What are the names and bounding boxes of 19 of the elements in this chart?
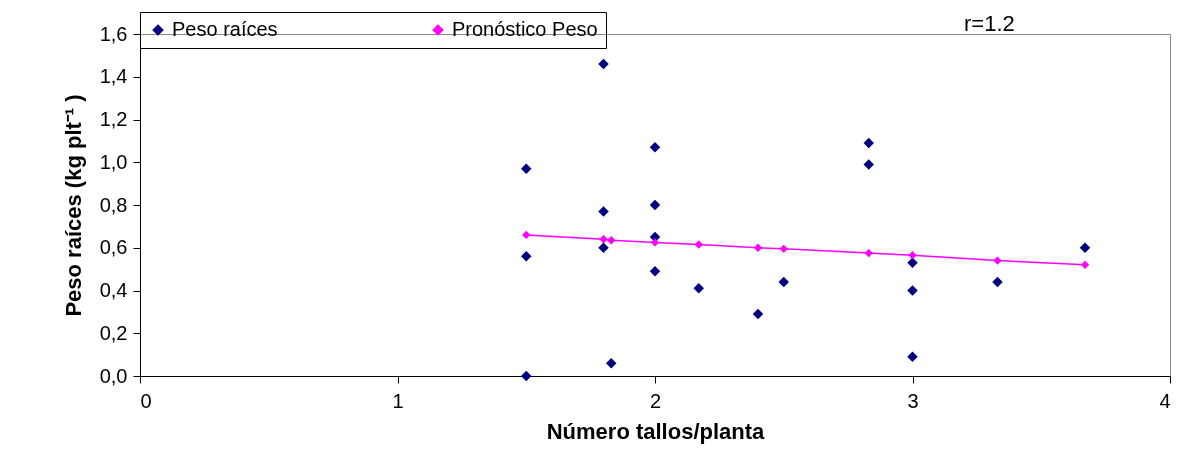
legend-label: Pronóstico Peso bbox=[452, 18, 598, 40]
y-axis-title: Peso raíces (kg plt⁻¹ ) bbox=[60, 94, 86, 317]
x-axis-title: Número tallos/planta bbox=[546, 418, 766, 444]
legend-label: Peso raíces bbox=[172, 18, 278, 40]
y-tick-label: 1,0 bbox=[99, 150, 128, 173]
x-tick-label: 2 bbox=[649, 389, 662, 412]
x-tick-label: 1 bbox=[392, 389, 404, 412]
y-tick-label: 1,2 bbox=[99, 108, 128, 130]
y-tick-label: 0,2 bbox=[99, 321, 128, 344]
y-tick-label: 0,4 bbox=[99, 279, 128, 301]
x-tick-label: 4 bbox=[1159, 389, 1171, 412]
y-tick-label: 0,0 bbox=[99, 364, 128, 387]
annotation: r=1.2 bbox=[964, 11, 1015, 36]
y-tick-label: 1,4 bbox=[99, 65, 128, 88]
x-tick-label: 0 bbox=[140, 389, 152, 412]
y-tick-label: 1,6 bbox=[99, 22, 128, 45]
y-tick-label: 0,8 bbox=[99, 193, 128, 216]
y-tick-label: 0,6 bbox=[99, 236, 128, 259]
x-tick-label: 3 bbox=[907, 389, 919, 412]
